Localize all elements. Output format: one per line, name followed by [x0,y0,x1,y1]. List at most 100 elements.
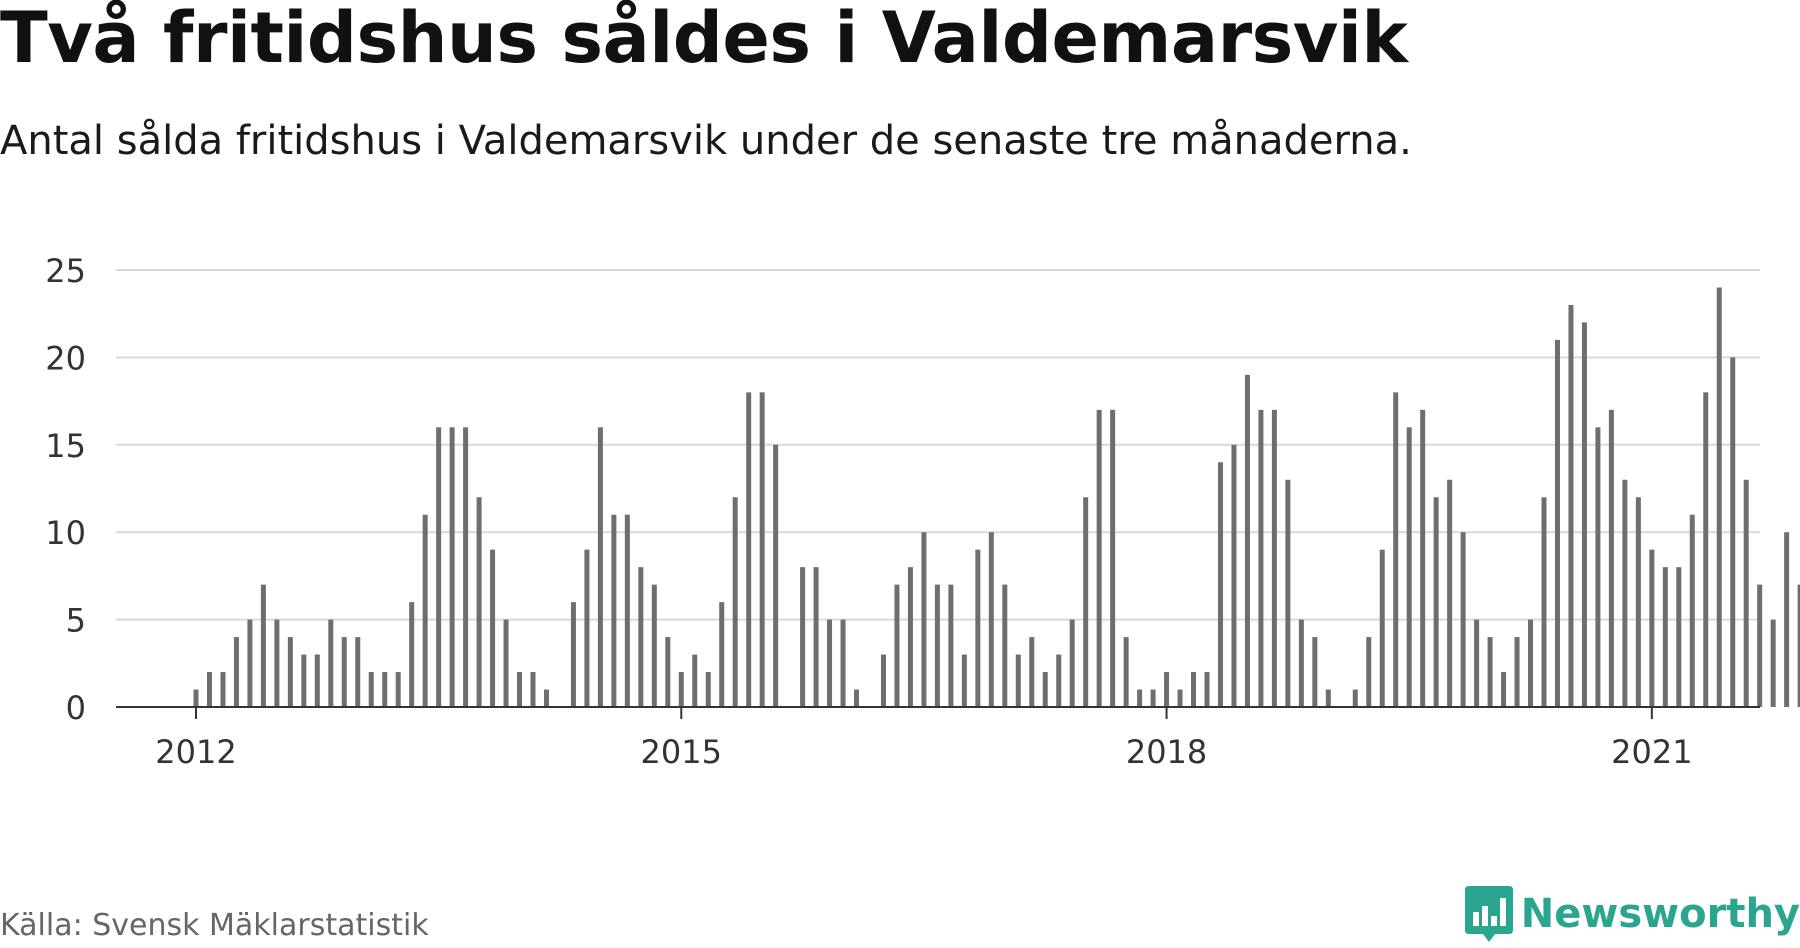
bar [988,532,994,707]
bar-chart-speech-bubble-icon [1464,886,1513,942]
bar [1474,619,1480,707]
bar [1635,497,1641,707]
bar [490,549,496,707]
bar [759,392,765,707]
bar [422,514,428,707]
bar [543,689,549,707]
source-note: Källa: Svensk Mäklarstatistik [0,908,429,943]
bar [773,444,779,707]
bar [530,672,536,707]
bar [1042,672,1048,707]
bar [1797,584,1800,707]
bar [800,567,806,707]
bar [840,619,846,707]
brand-logo: Newsworthy [1464,886,1800,942]
x-tick-label: 2021 [1611,733,1692,771]
bar [247,619,253,707]
bar [1393,392,1399,707]
bar [1123,637,1129,707]
bar [746,392,752,707]
x-axis [116,706,1760,719]
bar [233,637,239,707]
bar [1460,532,1466,707]
bar [1770,619,1776,707]
bar [907,567,913,707]
bar [597,427,603,707]
bar [975,549,981,707]
bar [463,427,469,707]
bar [624,514,630,707]
bar [894,584,900,707]
tick-labels: 0510152025220122015201820212023 [45,252,1692,771]
bar [1528,619,1534,707]
bar [1366,637,1372,707]
bar [1608,409,1614,707]
bar [1177,689,1183,707]
bar [517,672,523,707]
bar [1204,672,1210,707]
bar [220,672,226,707]
y-tick-label: 5 [66,602,86,640]
bar [395,672,401,707]
bar [503,619,509,707]
bar [1649,549,1655,707]
bar [206,672,212,707]
bar [1784,532,1790,707]
bar [1164,672,1170,707]
bar [1406,427,1412,707]
bar [1312,637,1318,707]
y-tick-label: 25 [45,252,86,290]
bar [1258,409,1264,707]
y-tick-label: 15 [45,427,86,465]
bar [1379,549,1385,707]
bar [1447,479,1453,707]
bars [193,287,1800,707]
bar [1703,392,1709,707]
bar [1730,357,1736,707]
bar [813,567,819,707]
bar [854,689,860,707]
bar [193,689,199,707]
bar [1676,567,1682,707]
bar [584,549,590,707]
bar [1325,689,1331,707]
bar [1501,672,1507,707]
bar [1231,444,1237,707]
bar [274,619,280,707]
gridlines [116,269,1760,621]
chart-title: Två fritidshus såldes i Valdemarsvik [0,0,1408,79]
bar [651,584,657,707]
bar [1285,479,1291,707]
bar [1743,479,1749,707]
bar [827,619,833,707]
bar [1069,619,1075,707]
bar [1716,287,1722,707]
bar [260,584,266,707]
bar [692,654,698,707]
bar [328,619,334,707]
bar [368,672,374,707]
bar [1595,427,1601,707]
bar [719,602,725,707]
y-tick-label: 10 [45,514,86,552]
bar [1150,689,1156,707]
bar [1622,479,1628,707]
x-tick-label: 2012 [155,733,236,771]
bar [382,672,388,707]
bar [1244,374,1250,707]
bar [314,654,320,707]
bar [1015,654,1021,707]
bar [1514,637,1520,707]
bar [921,532,927,707]
bar [665,637,671,707]
bar [880,654,886,707]
bar [1298,619,1304,707]
bar [355,637,361,707]
bar [1433,497,1439,707]
bar [1029,637,1035,707]
bar [705,672,711,707]
bar [449,427,455,707]
bar [1191,672,1197,707]
bar [1271,409,1277,707]
bar [1083,497,1089,707]
